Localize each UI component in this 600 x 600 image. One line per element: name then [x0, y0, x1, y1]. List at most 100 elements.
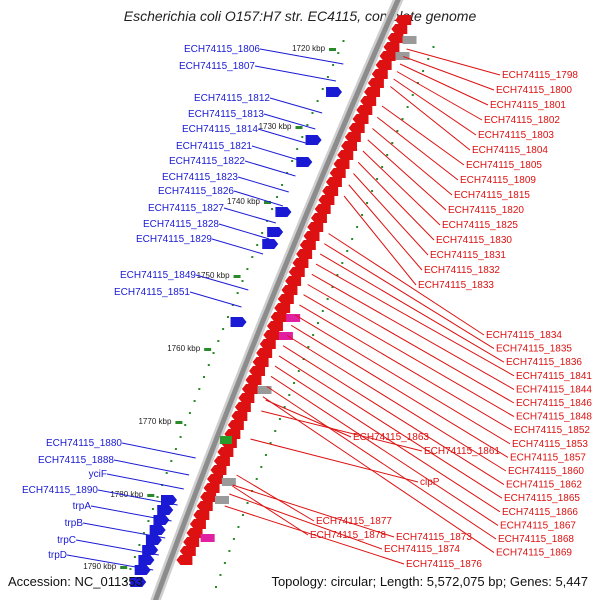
guide-dot	[184, 424, 187, 426]
guide-dot	[226, 316, 229, 318]
leader-line	[303, 294, 515, 418]
guide-dot	[346, 250, 349, 252]
leader-line	[399, 63, 489, 106]
reverse-gene	[189, 519, 206, 529]
reverse-gene	[270, 312, 287, 322]
leader-line	[236, 474, 315, 522]
gene-label-right: ECH74115_1866	[502, 507, 578, 518]
forward-gene	[305, 135, 322, 145]
leader-line	[286, 335, 507, 472]
scale-tick	[295, 126, 303, 129]
gene-label-left: ECH74115_1807	[179, 61, 255, 72]
guide-dot	[316, 100, 319, 102]
gene-label-bottom: ECH74115_1877	[316, 516, 392, 527]
gene-label-left: trpB	[65, 518, 84, 529]
reverse-gene	[274, 303, 291, 313]
leader-line	[97, 489, 178, 506]
gene-label-right: ECH74115_1832	[424, 265, 500, 276]
reverse-gene	[371, 69, 388, 79]
guide-dot	[214, 586, 217, 588]
forward-gene	[262, 239, 279, 249]
guide-dot	[371, 190, 374, 192]
leader-line	[250, 438, 419, 483]
leader-line	[396, 71, 483, 121]
reverse-gene	[196, 501, 213, 511]
scale-tick	[263, 201, 271, 204]
guide-dot	[264, 454, 267, 456]
feature-block	[200, 534, 215, 542]
feature-block	[221, 478, 236, 486]
leader-line	[229, 493, 383, 550]
guide-dot	[296, 148, 299, 150]
gene-label-left: ECH74115_1888	[38, 455, 114, 466]
leader-line	[278, 355, 503, 499]
leader-line	[307, 284, 515, 404]
guide-dot	[198, 388, 201, 390]
reverse-gene	[217, 447, 234, 457]
guide-dot	[251, 256, 254, 258]
guide-dot	[406, 106, 409, 108]
reverse-gene	[314, 204, 331, 214]
guide-dot	[331, 286, 334, 288]
leader-line	[372, 128, 453, 196]
gene-label-bottom: clpP	[420, 477, 440, 488]
gene-label-left: ECH74115_1814	[182, 124, 258, 135]
leader-line	[254, 65, 337, 82]
gene-label-left: ECH74115_1823	[162, 172, 238, 183]
reverse-gene	[249, 366, 266, 376]
gene-label-right: ECH74115_1836	[506, 357, 582, 368]
leader-line	[113, 459, 190, 476]
forward-gene	[296, 157, 313, 167]
guide-dot	[291, 160, 294, 162]
guide-dot	[147, 520, 150, 522]
reverse-gene	[179, 546, 196, 556]
guide-dot	[151, 508, 154, 510]
leader-line	[90, 505, 172, 522]
reverse-gene	[203, 483, 220, 493]
gene-label-left: ECH74115_1822	[169, 156, 245, 167]
reverse-gene	[234, 402, 251, 412]
feature-block	[257, 386, 272, 394]
leader-line	[348, 184, 423, 271]
gene-label-left: ECH74115_1812	[194, 93, 270, 104]
leader-line	[233, 190, 284, 207]
feature-block	[215, 496, 229, 504]
leader-line	[257, 128, 310, 145]
guide-dot	[223, 562, 226, 564]
guide-dot	[281, 184, 284, 186]
guide-dot	[321, 310, 324, 312]
gene-label-right: ECH74115_1862	[506, 480, 582, 491]
leader-line	[406, 48, 501, 76]
leader-line	[232, 485, 309, 536]
reverse-gene	[281, 285, 298, 295]
gene-label-right: ECH74115_1825	[442, 220, 518, 231]
guide-dot	[297, 370, 300, 372]
gene-label-left: ECH74115_1880	[46, 438, 122, 449]
guide-dot	[276, 196, 279, 198]
scale-tick-label: 1750 kbp	[197, 271, 230, 280]
reverse-gene	[207, 474, 224, 484]
guide-dot	[133, 556, 136, 558]
gene-label-right: ECH74115_1844	[516, 384, 592, 395]
leader-line	[266, 386, 497, 540]
reverse-gene	[227, 420, 244, 430]
guide-dot	[422, 70, 425, 72]
leader-line	[362, 150, 441, 226]
guide-dot	[241, 280, 244, 282]
gene-label-right: ECH74115_1834	[486, 330, 562, 341]
guide-dot	[274, 430, 277, 432]
gene-label-right: ECH74115_1865	[504, 493, 580, 504]
guide-dot	[203, 376, 206, 378]
guide-dot	[386, 154, 389, 156]
leader-line	[328, 233, 485, 336]
reverse-gene	[395, 15, 412, 25]
gene-label-right: ECH74115_1809	[460, 175, 536, 186]
scale-tick-label: 1760 kbp	[167, 344, 200, 353]
feature-block	[286, 314, 301, 322]
gene-label-right: ECH74115_1848	[516, 412, 592, 423]
guide-dot	[312, 334, 315, 336]
gene-label-right: ECH74115_1800	[496, 85, 572, 96]
accession-text: Accession: NC_011353	[8, 574, 143, 589]
guide-dot	[326, 298, 329, 300]
